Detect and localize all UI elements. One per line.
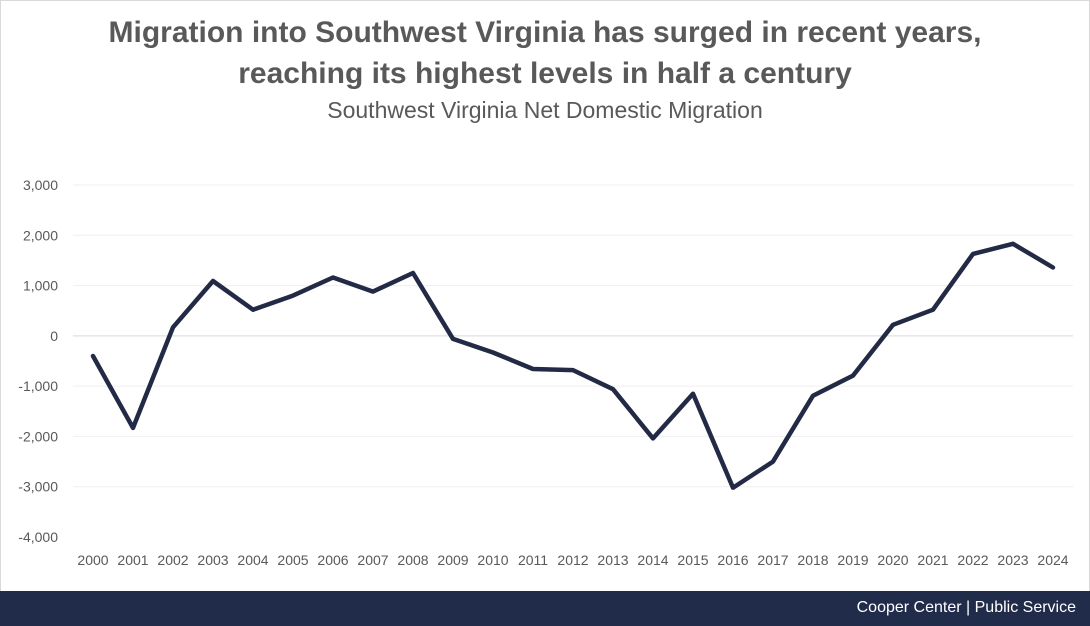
x-tick-label: 2019 [837, 552, 868, 568]
y-tick-label: 3,000 [23, 177, 58, 193]
x-tick-label: 2009 [437, 552, 468, 568]
line-chart: 3,000 2,000 1,000 0 -1,000 -2,000 -3,000 -4,000… [18, 177, 1073, 568]
x-tick-label: 2018 [797, 552, 828, 568]
y-tick-label: -3,000 [18, 479, 58, 495]
x-tick-label: 2011 [518, 552, 548, 568]
x-tick-label: 2000 [77, 552, 108, 568]
x-tick-label: 2007 [357, 552, 388, 568]
series-line [90, 241, 1056, 490]
x-tick-label: 2002 [157, 552, 188, 568]
y-tick-label: 1,000 [23, 278, 58, 294]
x-tick-label: 2014 [637, 552, 668, 568]
chart-title-line-1: Migration into Southwest Virginia has su… [108, 16, 982, 49]
x-tick-label: 2024 [1037, 552, 1068, 568]
x-tick-label: 2020 [877, 552, 908, 568]
footer-bar: Cooper Center | Public Service [0, 591, 1090, 626]
x-tick-label: 2006 [317, 552, 348, 568]
chart-subtitle: Southwest Virginia Net Domestic Migratio… [327, 97, 763, 123]
x-tick-label: 2022 [957, 552, 988, 568]
x-tick-label: 2005 [277, 552, 308, 568]
x-tick-label: 2017 [757, 552, 788, 568]
y-tick-label: 0 [50, 328, 58, 344]
x-tick-label: 2016 [717, 552, 748, 568]
x-tick-label: 2010 [477, 552, 508, 568]
y-tick-label: 2,000 [23, 227, 58, 243]
x-tick-label: 2015 [677, 552, 708, 568]
y-tick-label: -4,000 [18, 529, 58, 545]
x-tick-label: 2004 [237, 552, 268, 568]
x-tick-label: 2021 [917, 552, 948, 568]
x-tick-label: 2012 [557, 552, 588, 568]
x-tick-label: 2013 [597, 552, 628, 568]
chart-title-line-2: reaching its highest levels in half a ce… [238, 57, 852, 90]
y-tick-label: -2,000 [18, 428, 58, 444]
x-tick-label: 2001 [117, 552, 148, 568]
x-tick-label: 2008 [397, 552, 428, 568]
footer-credit: Cooper Center | Public Service [856, 599, 1076, 616]
y-tick-label: -1,000 [18, 378, 58, 394]
x-tick-label: 2023 [997, 552, 1028, 568]
x-tick-label: 2003 [197, 552, 228, 568]
